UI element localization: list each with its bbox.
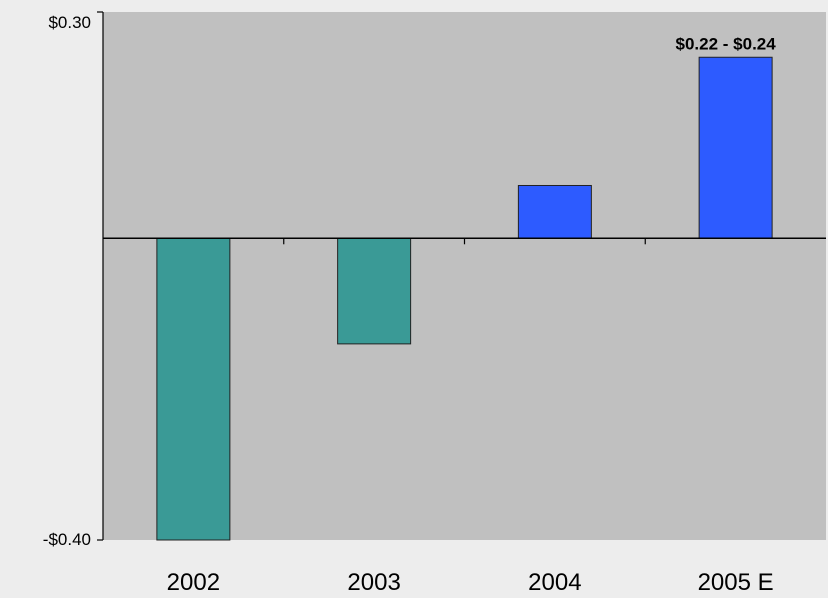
x-tick-label-2005e: 2005 E — [698, 569, 774, 596]
y-tick-label-bottom: -$0.40 — [43, 530, 91, 549]
tick-group — [97, 11, 646, 541]
x-tick-label-2003: 2003 — [347, 569, 400, 596]
bar-2003 — [337, 237, 412, 345]
x-tick-label-2002: 2002 — [167, 569, 220, 596]
bar-group — [156, 56, 773, 541]
bar-2004 — [517, 184, 592, 239]
y-tick-label-top: $0.30 — [48, 13, 91, 32]
data-label-2005e: $0.22 - $0.24 — [676, 34, 777, 53]
bar-2002 — [156, 237, 231, 541]
x-tick-label-2004: 2004 — [528, 569, 581, 596]
bar-2005e — [698, 56, 773, 239]
